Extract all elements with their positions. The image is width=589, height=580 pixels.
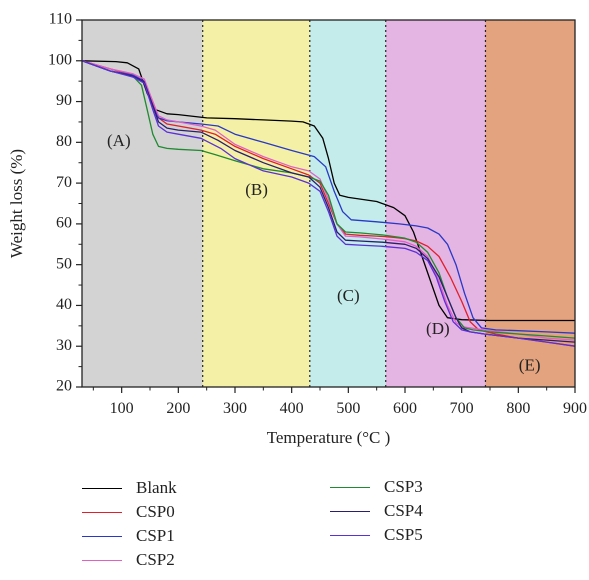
temperature-regions [82,20,575,387]
x-tick-label: 900 [563,400,587,417]
legend-label: CSP2 [136,550,175,569]
legend-swatch [330,510,370,512]
y-tick-label: 20 [56,378,72,395]
legend-swatch [82,559,122,561]
series-line [81,60,576,347]
x-tick-label: 500 [336,400,360,417]
legend-label: CSP1 [136,526,175,545]
legend-label: CSP3 [384,477,423,496]
y-tick-label: 80 [56,133,72,150]
region-band [485,20,575,387]
x-axis-title: Temperature (°C ) [267,428,391,447]
region-label: (D) [426,319,450,338]
legend-item: CSP4 [330,500,423,522]
x-tick-label: 600 [393,400,417,417]
legend-label: CSP0 [136,502,175,521]
x-tick-label: 700 [450,400,474,417]
x-tick-label: 100 [110,400,134,417]
legend-item: CSP1 [82,525,175,547]
legend-swatch [330,486,370,488]
legend-swatch [82,511,122,513]
x-tick-label: 400 [280,400,304,417]
legend-label: CSP5 [384,525,423,544]
legend-label: Blank [136,478,177,497]
y-tick-label: 70 [56,174,72,191]
y-tick-label: 60 [56,215,72,232]
legend-item: CSP2 [82,549,175,571]
legend-item: CSP3 [330,476,423,498]
legend-item: Blank [82,477,177,499]
x-tick-label: 200 [166,400,190,417]
region-band [202,20,310,387]
legend-item: CSP5 [330,524,423,546]
series-line [81,60,576,343]
y-tick-label: 100 [48,51,72,68]
legend-swatch [82,487,122,489]
region-dividers [202,20,487,387]
region-label: (C) [337,286,360,305]
legend-label: CSP4 [384,501,423,520]
series-line [81,60,575,322]
region-band [385,20,486,387]
legend-item: CSP0 [82,501,175,523]
region-label: (B) [245,180,268,199]
x-tick-label: 800 [506,400,530,417]
region-labels: (A) (B) (C) (D) (E) [107,131,540,374]
region-band [82,20,203,387]
series-line [81,60,576,334]
y-tick-label: 110 [49,11,72,28]
x-tick-label: 300 [223,400,247,417]
y-tick-label: 30 [56,337,72,354]
y-tick-label: 50 [56,255,72,272]
axis-ticks [76,19,576,393]
y-tick-label: 40 [56,296,72,313]
region-label: (E) [519,356,541,375]
data-series [81,60,576,347]
region-label: (A) [107,131,131,150]
series-line [81,60,576,339]
tick-labels: 100 200 300 400 500 600 700 800 900 20 30 40 50 60 70 8… [48,11,587,417]
y-tick-label: 90 [56,92,72,109]
legend-swatch [82,535,122,537]
y-axis-title: Weight loss (%) [7,149,26,258]
legend-swatch [330,534,370,536]
region-band [309,20,386,387]
